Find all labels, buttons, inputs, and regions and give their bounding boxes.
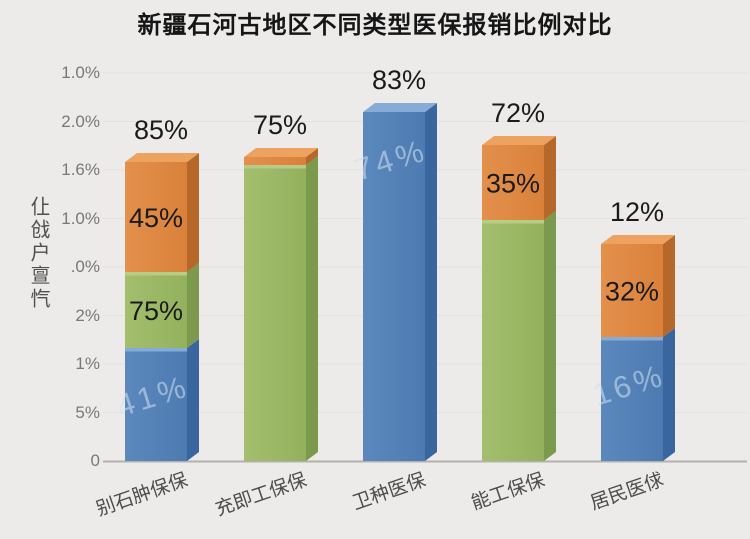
bars-layer: 41%75%45%85% 75%74%83%35%72%16%32%12% bbox=[103, 65, 747, 463]
bar-segment-top bbox=[244, 148, 318, 157]
bar-segment-side bbox=[187, 153, 199, 272]
y-tick-label: 0 bbox=[90, 451, 100, 470]
bar-segment-top bbox=[601, 235, 675, 244]
bar-segment bbox=[125, 162, 187, 272]
bar-segment bbox=[482, 220, 544, 461]
y-axis-title: 仩戗户亶忾 bbox=[27, 196, 49, 311]
bar-segment-label: 75% bbox=[129, 296, 183, 326]
y-tick-label: 1.6% bbox=[61, 160, 100, 179]
bar-segment bbox=[482, 145, 544, 220]
bar-segment-top bbox=[363, 103, 437, 112]
bar-segment-edge bbox=[601, 337, 663, 341]
bar-segment-edge bbox=[244, 165, 306, 169]
bar-segment bbox=[363, 112, 425, 461]
bar-segment-label: 35% bbox=[486, 169, 540, 199]
bar-segment-side bbox=[187, 263, 199, 348]
bar-segment-side bbox=[663, 328, 675, 461]
y-tick-label: 2% bbox=[75, 305, 100, 325]
bar-segment-label: 45% bbox=[129, 203, 183, 233]
y-tick-label: 1% bbox=[75, 354, 100, 373]
y-tick-label: 1.0% bbox=[61, 208, 100, 228]
bar-segment-top bbox=[482, 136, 556, 145]
bar-segment-side bbox=[663, 235, 675, 337]
bar-segment bbox=[601, 244, 663, 337]
bar-segment bbox=[601, 337, 663, 461]
bar-segment-edge bbox=[482, 220, 544, 224]
bar-segment-side bbox=[306, 156, 318, 461]
bar-segment-top bbox=[125, 153, 199, 162]
y-tick-label: 2.0% bbox=[61, 111, 100, 131]
bar-segment bbox=[125, 272, 187, 348]
bar-segment-edge bbox=[125, 272, 187, 276]
bar-total-label: 85% bbox=[134, 115, 188, 145]
bar-segment bbox=[244, 157, 306, 165]
bar-total-label: 83% bbox=[372, 65, 426, 95]
bar-segment-side bbox=[306, 148, 318, 165]
bar-segment-side bbox=[544, 136, 556, 220]
bar-total-label: 72% bbox=[491, 98, 545, 128]
bar-segment-side bbox=[425, 103, 437, 461]
y-tick-label: 5% bbox=[75, 402, 100, 422]
bar-segment-edge bbox=[125, 348, 187, 352]
bar-total-label: 75% bbox=[253, 110, 307, 140]
y-tick-label: 1.0% bbox=[61, 63, 100, 82]
chart-title: 新疆石河古地区不同类型医保报销比例对比 bbox=[137, 12, 613, 39]
bar-segment-side bbox=[187, 339, 199, 461]
bar-segment-side bbox=[544, 211, 556, 461]
y-tick-label: .0% bbox=[70, 257, 100, 276]
bar-segment bbox=[125, 348, 187, 461]
chart-root: 41% 75% 45% 85% 75% 74% 83% 35% 72% 16% 32% 12% 新疆石… bbox=[27, 12, 747, 521]
bar-total-label: 12% bbox=[610, 197, 664, 227]
bar-segment-label: 32% bbox=[605, 277, 659, 307]
bar-segment bbox=[244, 165, 306, 461]
